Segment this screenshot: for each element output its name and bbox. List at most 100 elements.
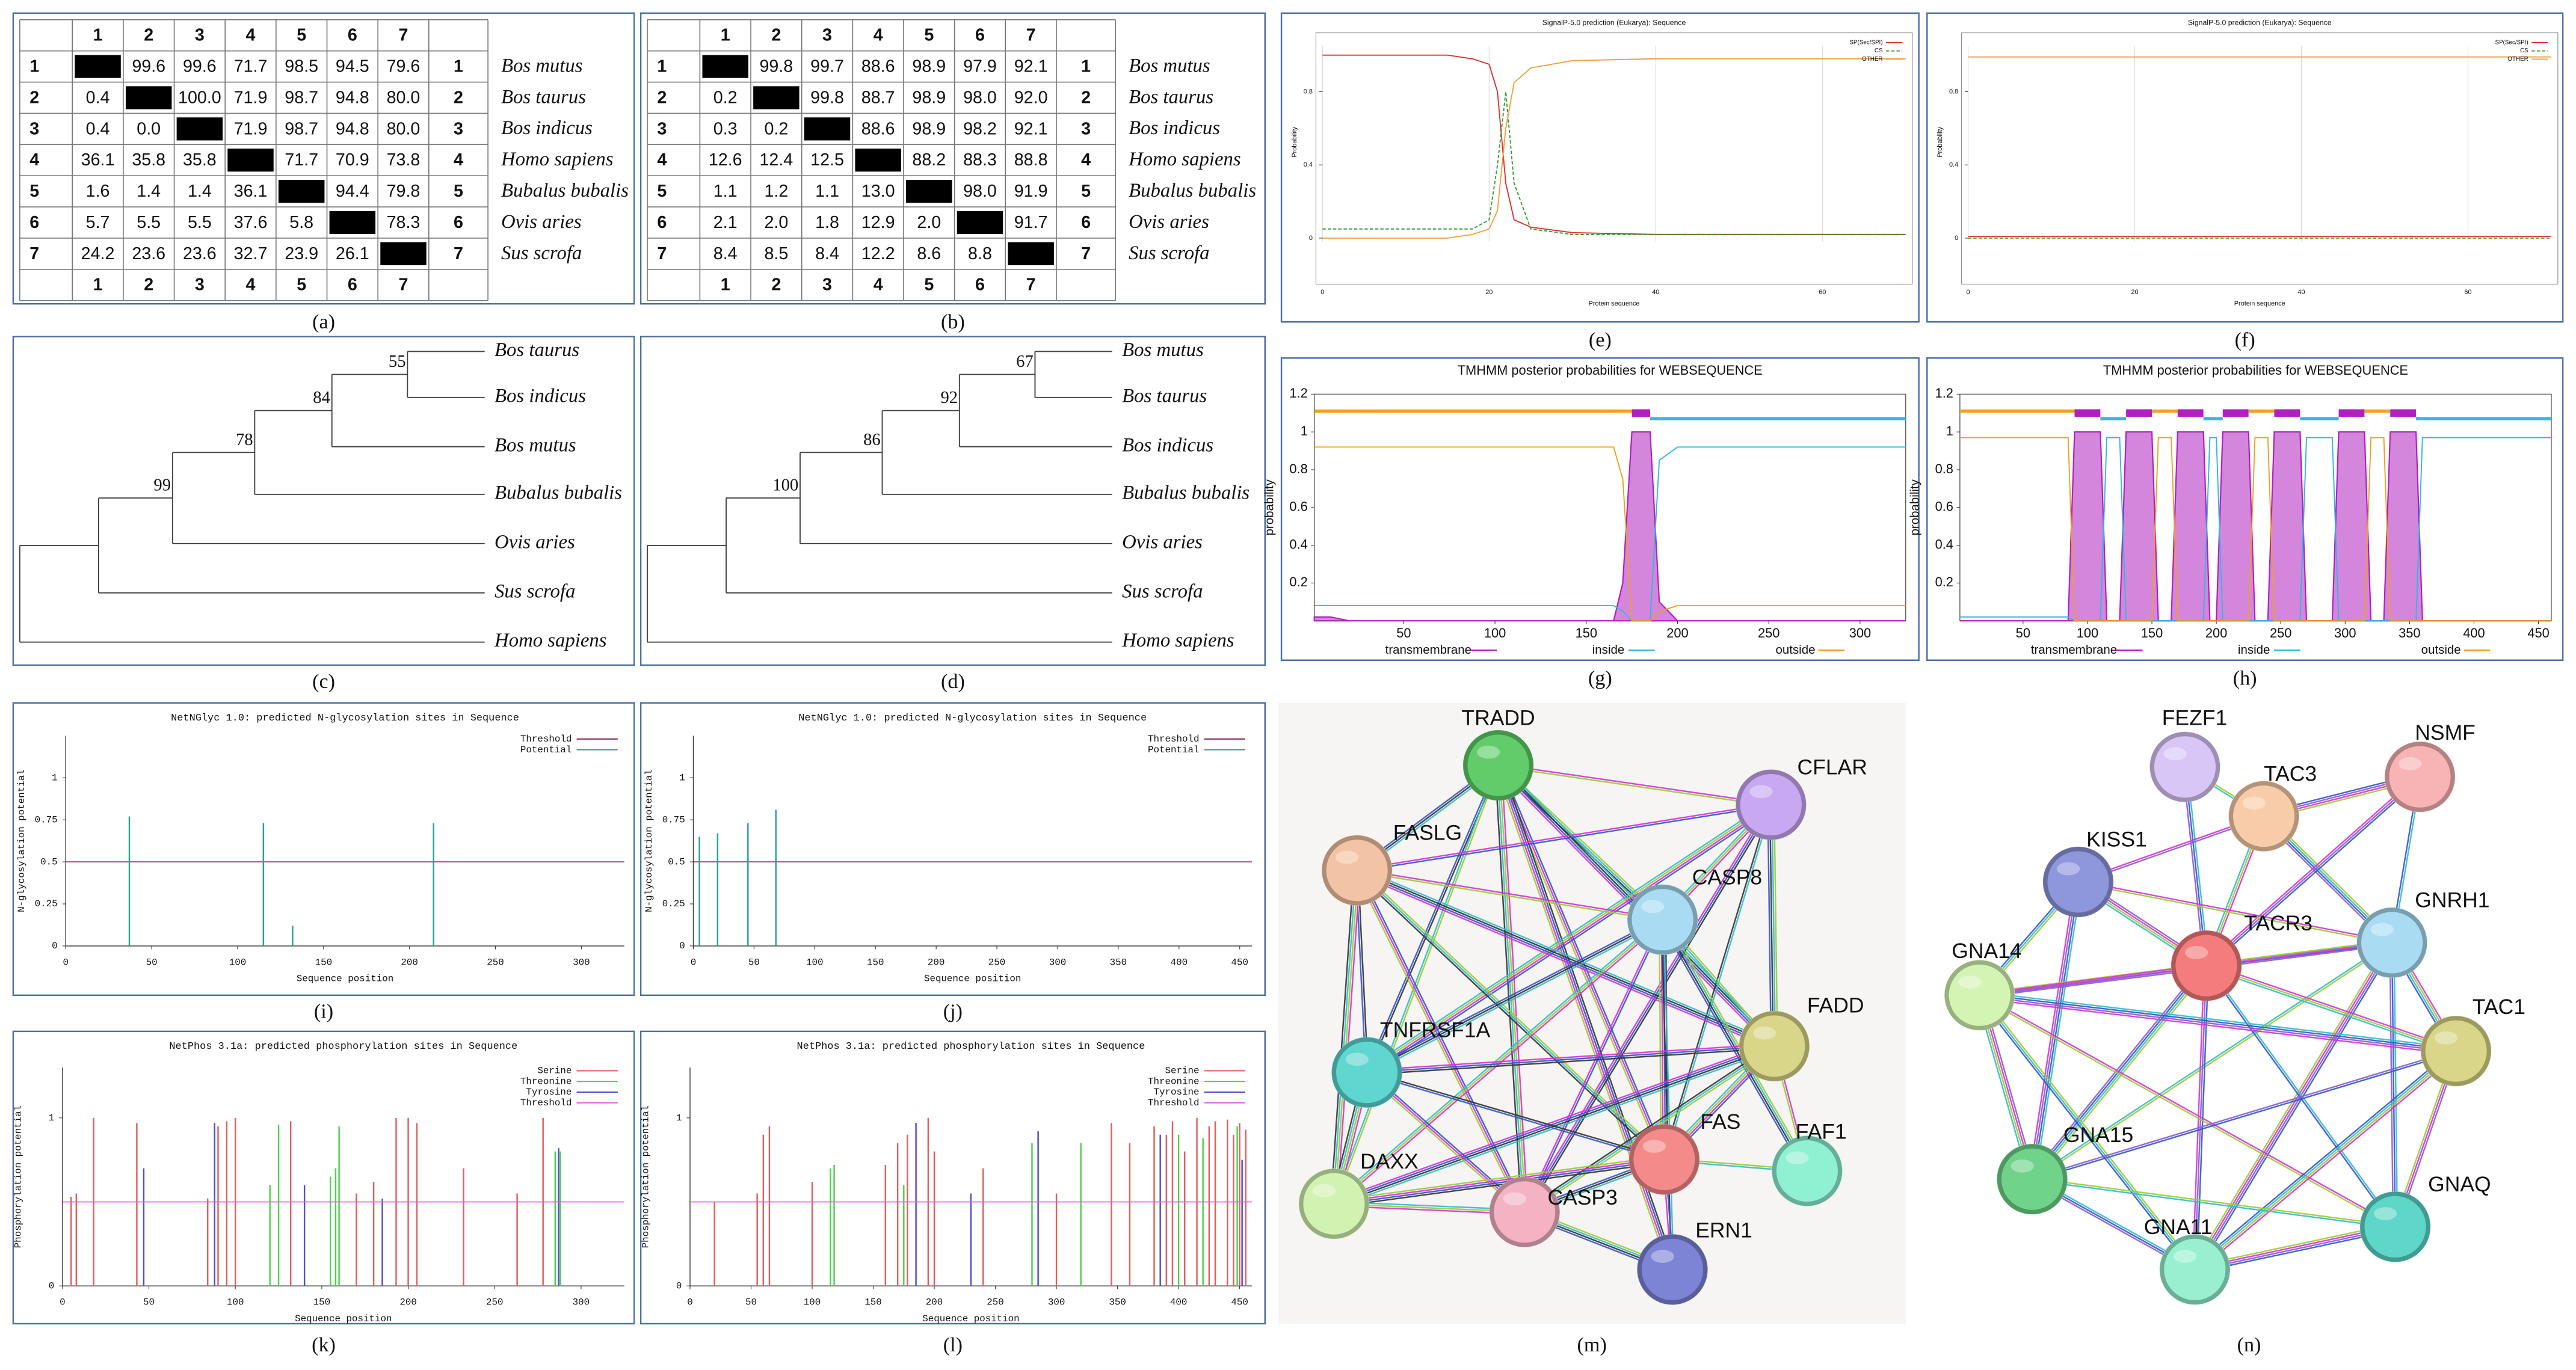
node-highlight (1651, 1250, 1674, 1263)
species-name: Bos taurus (501, 86, 586, 108)
legend-label: Potential (1148, 745, 1200, 755)
transmembrane-area (1313, 431, 1906, 622)
interaction-edge (2195, 942, 2394, 1271)
species-name: Sus scrofa (1129, 242, 1209, 264)
x-tick-label: 150 (2141, 625, 2163, 640)
row-label: 5 (454, 182, 463, 201)
x-tick-label: 150 (315, 957, 333, 968)
legend-label: inside (2238, 643, 2270, 657)
table-cell: 5.8 (289, 213, 313, 232)
table-cell: 23.6 (132, 244, 165, 263)
node-ring (1490, 1177, 1560, 1247)
chart-title: TMHMM posterior probabilities for WEBSEQ… (2103, 363, 2408, 378)
y-tick-label: 0.8 (1304, 88, 1313, 95)
x-tick-label: 100 (2077, 625, 2098, 640)
interaction-edge (1979, 995, 2456, 1053)
column-header: 6 (975, 26, 985, 45)
legend-label: transmembrane (1385, 643, 1471, 657)
x-tick-label: 150 (1576, 625, 1597, 640)
interaction-edge (2032, 1049, 2456, 1179)
interaction-edge (1773, 804, 1778, 1046)
interaction-edge (1334, 870, 1359, 1204)
table-cell: 80.0 (387, 88, 421, 107)
column-header: 1 (93, 275, 103, 295)
interaction-edge (2206, 964, 2397, 1227)
interaction-edge (1523, 1043, 1774, 1211)
protein-node (2042, 846, 2114, 918)
y-axis-label: N-glycosylation potential (16, 769, 27, 912)
topology-helix (2338, 409, 2365, 417)
panel-frame (12, 336, 635, 666)
protein-node (1331, 1037, 1402, 1108)
x-tick-label: 100 (1484, 625, 1506, 640)
protein-node (1489, 1176, 1560, 1248)
x-tick-label: 150 (864, 1297, 882, 1308)
node-label: FADD (1807, 993, 1864, 1017)
chart-title: SignalP-5.0 prediction (Eukarya): Sequen… (1542, 18, 1686, 26)
interaction-edge (1358, 869, 1527, 1212)
x-axis-label: Sequence position (924, 974, 1021, 984)
column-header: 2 (771, 26, 781, 45)
interaction-edge (1980, 991, 2457, 1049)
interaction-edge (1523, 918, 1663, 1212)
x-tick-label: 450 (1231, 957, 1248, 968)
column-header: 4 (246, 26, 256, 45)
interaction-edge (1494, 766, 1671, 1271)
node-ring (2160, 1234, 2230, 1305)
x-tick-label: 150 (313, 1297, 331, 1308)
bootstrap-value: 99 (153, 476, 171, 495)
diagonal-cell (855, 149, 901, 172)
table-cell: 36.1 (234, 182, 268, 201)
chart-title: NetNGlyc 1.0: predicted N-glycosylation … (798, 713, 1147, 724)
interaction-edge (1979, 963, 2207, 995)
interaction-edge (2204, 775, 2419, 965)
diagonal-cell (329, 210, 376, 235)
node-highlight (1477, 745, 1500, 759)
row-label: 6 (29, 213, 39, 232)
interaction-edge (1357, 868, 1663, 920)
node-label: TACR3 (2244, 911, 2313, 935)
x-tick-label: 250 (487, 957, 504, 968)
column-header: 6 (975, 275, 985, 295)
column-header: 6 (348, 26, 357, 45)
y-axis-label: probability (1262, 479, 1276, 535)
legend-label: transmembrane (2031, 643, 2117, 657)
interaction-edge (1979, 995, 2396, 1229)
y-tick-label: 1 (52, 772, 58, 783)
x-tick-label: 40 (2297, 289, 2305, 296)
table-cell: 88.3 (963, 150, 997, 170)
y-tick-label: 0.25 (662, 898, 685, 909)
interaction-edge (2032, 1177, 2396, 1227)
table-cell: 0.4 (86, 88, 110, 107)
y-tick-label: 1.2 (1935, 386, 1953, 401)
column-header: 1 (721, 275, 730, 295)
row-label: 2 (1081, 88, 1091, 107)
node-ring (2043, 847, 2113, 917)
protein-node (2356, 907, 2427, 978)
column-header: 7 (1026, 275, 1036, 295)
panel-label: (l) (943, 1334, 963, 1356)
leaf-label: Bos mutus (495, 434, 576, 456)
y-tick-label: 0.8 (1935, 461, 1953, 476)
table-cell: 88.8 (1014, 150, 1048, 170)
legend-label: Threshold (1148, 1098, 1200, 1108)
y-tick-label: 0.5 (40, 856, 58, 867)
plot-frame (1315, 32, 1913, 284)
y-tick-label: 0.25 (35, 898, 58, 909)
protein-node (1627, 884, 1698, 955)
panel-frame (639, 336, 1266, 666)
row-label: 2 (657, 88, 667, 107)
node-highlight (2370, 923, 2394, 936)
y-tick-label: 0.4 (1949, 161, 1958, 168)
x-tick-label: 400 (1170, 1297, 1188, 1308)
x-tick-label: 350 (1110, 957, 1127, 968)
node-label: TAC1 (2473, 995, 2525, 1019)
y-tick-label: 0.4 (1289, 536, 1307, 551)
y-tick-label: 0 (52, 941, 58, 951)
table-cell: 88.7 (861, 88, 895, 107)
panel-label: (a) (312, 311, 335, 333)
leaf-label: Bos indicus (495, 385, 586, 407)
node-ring (1322, 835, 1392, 906)
table-cell: 94.5 (336, 57, 369, 76)
leaf-label: Ovis aries (495, 531, 575, 553)
